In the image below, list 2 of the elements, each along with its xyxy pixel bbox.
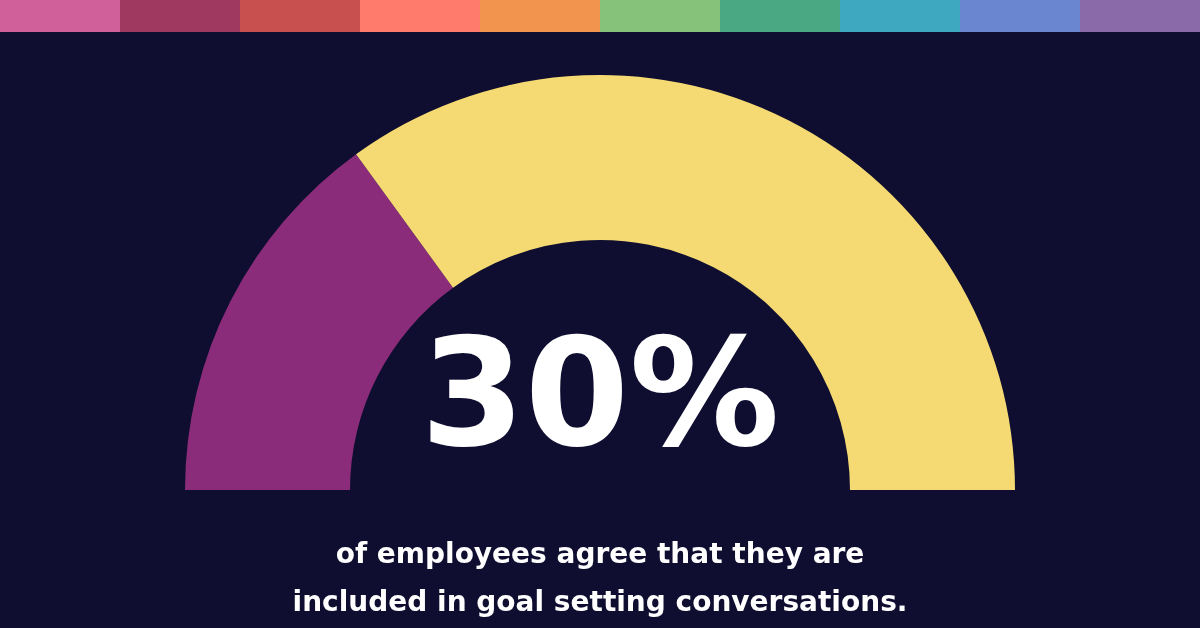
text: 30%: [420, 306, 780, 480]
text: of employees agree that they are included in goal setting conversations.: [292, 537, 908, 618]
